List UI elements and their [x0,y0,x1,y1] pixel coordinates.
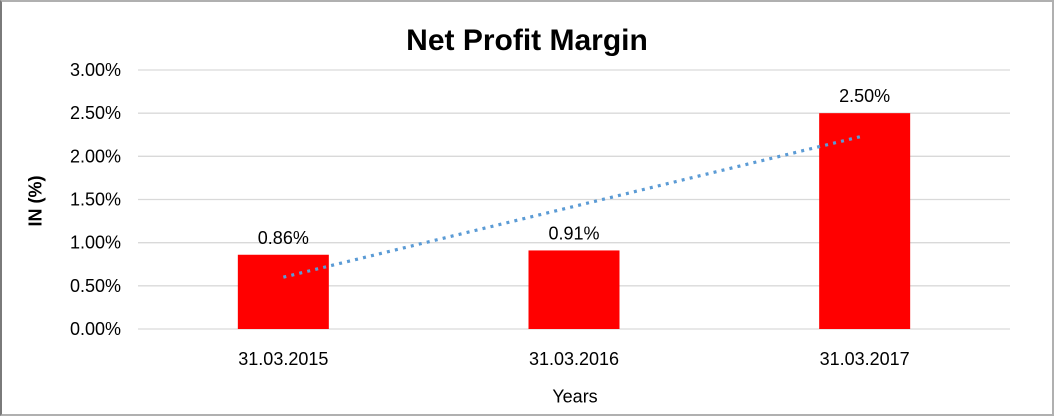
bar-value-label: 0.86% [258,228,309,248]
y-tick-label: 1.50% [70,190,121,210]
y-tick-label: 0.50% [70,276,121,296]
x-axis-title: Years [552,386,598,407]
y-tick-label: 1.00% [70,233,121,253]
chart-title: Net Profit Margin [406,24,648,57]
y-tick-label: 3.00% [70,60,121,80]
x-tick-label: 31.03.2015 [238,349,328,369]
bar-31.03.2016 [528,250,620,329]
bar-value-label: 0.91% [548,223,599,243]
y-tick-label: 0.00% [70,319,121,339]
trendline [282,134,866,279]
x-tick-label: 31.03.2016 [529,349,619,369]
x-tick-label: 31.03.2017 [820,349,910,369]
bar-31.03.2017 [819,113,911,330]
y-axis-title: IN (%) [25,175,46,227]
y-tick-label: 2.50% [70,103,121,123]
bar-value-label: 2.50% [839,86,890,106]
bar-31.03.2015 [237,254,329,329]
y-tick-label: 2.00% [70,146,121,166]
